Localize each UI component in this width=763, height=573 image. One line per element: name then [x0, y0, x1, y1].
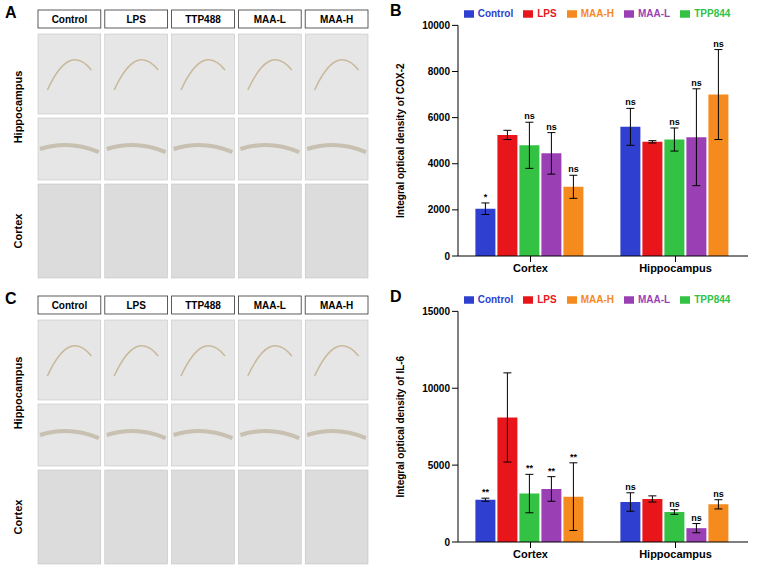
svg-text:Cortex: Cortex: [513, 548, 549, 560]
svg-text:10000: 10000: [422, 383, 450, 394]
svg-text:Control: Control: [52, 300, 88, 311]
svg-text:15000: 15000: [422, 306, 450, 317]
svg-text:2000: 2000: [428, 204, 451, 215]
svg-text:ns: ns: [713, 39, 724, 49]
svg-text:ns: ns: [625, 482, 636, 492]
svg-text:Cortex: Cortex: [12, 213, 24, 249]
svg-text:5000: 5000: [428, 460, 451, 471]
svg-text:4000: 4000: [428, 158, 451, 169]
html-text:MAA-L: MAA-L: [638, 8, 671, 19]
svg-text:8000: 8000: [428, 66, 451, 77]
svg-text:ns: ns: [691, 513, 702, 523]
svg-text:Hippocampus: Hippocampus: [12, 71, 24, 144]
svg-text:ns: ns: [669, 117, 680, 127]
svg-text:MAA-H: MAA-H: [320, 300, 353, 311]
svg-text:ns: ns: [669, 499, 680, 509]
svg-text:MAA-L: MAA-L: [254, 300, 286, 311]
svg-text:ns: ns: [546, 122, 557, 132]
html-text:MAA-L: MAA-L: [638, 294, 671, 305]
svg-text:ns: ns: [713, 489, 724, 499]
svg-text:10000: 10000: [422, 20, 450, 31]
svg-text:MAA-H: MAA-H: [320, 14, 353, 25]
html-text:Control: Control: [477, 8, 514, 19]
svg-text:Integral optical density of CO: Integral optical density of COX-2: [395, 63, 406, 218]
svg-text:**: **: [526, 463, 534, 473]
svg-text:TTP488: TTP488: [185, 14, 221, 25]
html-text:TPP844: TPP844: [694, 8, 731, 19]
svg-text:Control: Control: [52, 14, 88, 25]
svg-text:Integral optical density of IL: Integral optical density of IL-6: [395, 355, 406, 497]
svg-text:Hippocampus: Hippocampus: [639, 548, 712, 560]
svg-text:*: *: [484, 192, 488, 202]
svg-text:ns: ns: [568, 164, 579, 174]
svg-text:6000: 6000: [428, 112, 451, 123]
svg-text:LPS: LPS: [126, 300, 146, 311]
html-text:LPS: LPS: [537, 8, 557, 19]
html-text:LPS: LPS: [537, 294, 557, 305]
html-text:Control: Control: [477, 294, 514, 305]
svg-text:**: **: [570, 452, 578, 462]
svg-text:ns: ns: [524, 111, 535, 121]
svg-text:ns: ns: [691, 78, 702, 88]
svg-text:Hippocampus: Hippocampus: [12, 357, 24, 430]
svg-text:MAA-L: MAA-L: [254, 14, 286, 25]
svg-text:0: 0: [444, 251, 450, 262]
html-text:TPP844: TPP844: [694, 294, 731, 305]
svg-text:ns: ns: [625, 97, 636, 107]
html-text:MAA-H: MAA-H: [580, 8, 614, 19]
svg-text:0: 0: [444, 537, 450, 548]
svg-text:C: C: [5, 290, 17, 307]
svg-text:TTP488: TTP488: [185, 300, 221, 311]
svg-text:LPS: LPS: [126, 14, 146, 25]
svg-text:Hippocampus: Hippocampus: [639, 262, 712, 274]
svg-text:A: A: [5, 4, 17, 21]
svg-text:**: **: [548, 466, 556, 476]
svg-text:**: **: [482, 487, 490, 497]
html-text:D: D: [390, 288, 402, 305]
svg-text:Cortex: Cortex: [513, 262, 549, 274]
html-text:MAA-H: MAA-H: [580, 294, 614, 305]
svg-text:Cortex: Cortex: [12, 499, 24, 535]
html-text:B: B: [390, 2, 402, 19]
